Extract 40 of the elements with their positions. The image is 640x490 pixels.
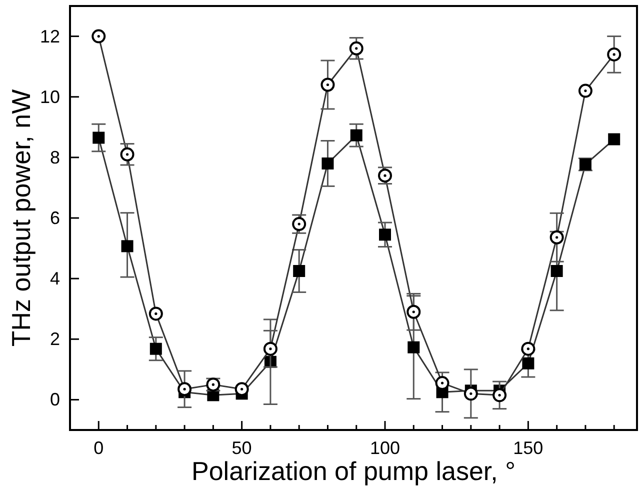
y-tick-label: 12 bbox=[40, 26, 60, 46]
point bbox=[292, 217, 306, 232]
point bbox=[263, 342, 278, 356]
y-tick-label: 8 bbox=[50, 147, 60, 168]
x-tick-label: 50 bbox=[232, 438, 252, 458]
point bbox=[521, 342, 536, 356]
point bbox=[178, 382, 192, 396]
point bbox=[148, 306, 163, 321]
x-tick-label: 100 bbox=[370, 438, 400, 458]
y-tick-label: 2 bbox=[50, 329, 60, 350]
point bbox=[406, 304, 421, 319]
y-tick-label: 0 bbox=[50, 390, 60, 410]
point bbox=[92, 132, 105, 144]
point bbox=[608, 133, 620, 146]
point bbox=[492, 388, 507, 402]
point bbox=[121, 240, 134, 252]
point bbox=[550, 230, 564, 244]
y-axis-title: THz output power, nW bbox=[6, 88, 36, 347]
y-tick-label: 10 bbox=[40, 86, 60, 107]
point bbox=[522, 357, 534, 370]
point bbox=[379, 228, 391, 241]
point bbox=[150, 342, 162, 355]
y-tick-label: 4 bbox=[50, 268, 60, 289]
point bbox=[350, 129, 362, 142]
y-tick-label: 6 bbox=[50, 208, 60, 228]
point bbox=[320, 78, 335, 92]
point bbox=[464, 386, 478, 401]
point bbox=[550, 265, 563, 277]
point bbox=[234, 382, 249, 396]
point bbox=[607, 47, 622, 62]
point bbox=[322, 157, 334, 170]
point bbox=[92, 29, 106, 44]
point bbox=[349, 41, 364, 56]
x-tick-label: 0 bbox=[94, 438, 104, 458]
x-axis-title: Polarization of pump laser, ° bbox=[191, 456, 516, 486]
x-tick-label: 150 bbox=[513, 438, 544, 458]
point bbox=[408, 341, 420, 354]
point bbox=[293, 265, 306, 277]
point bbox=[120, 147, 134, 162]
point bbox=[578, 84, 592, 98]
